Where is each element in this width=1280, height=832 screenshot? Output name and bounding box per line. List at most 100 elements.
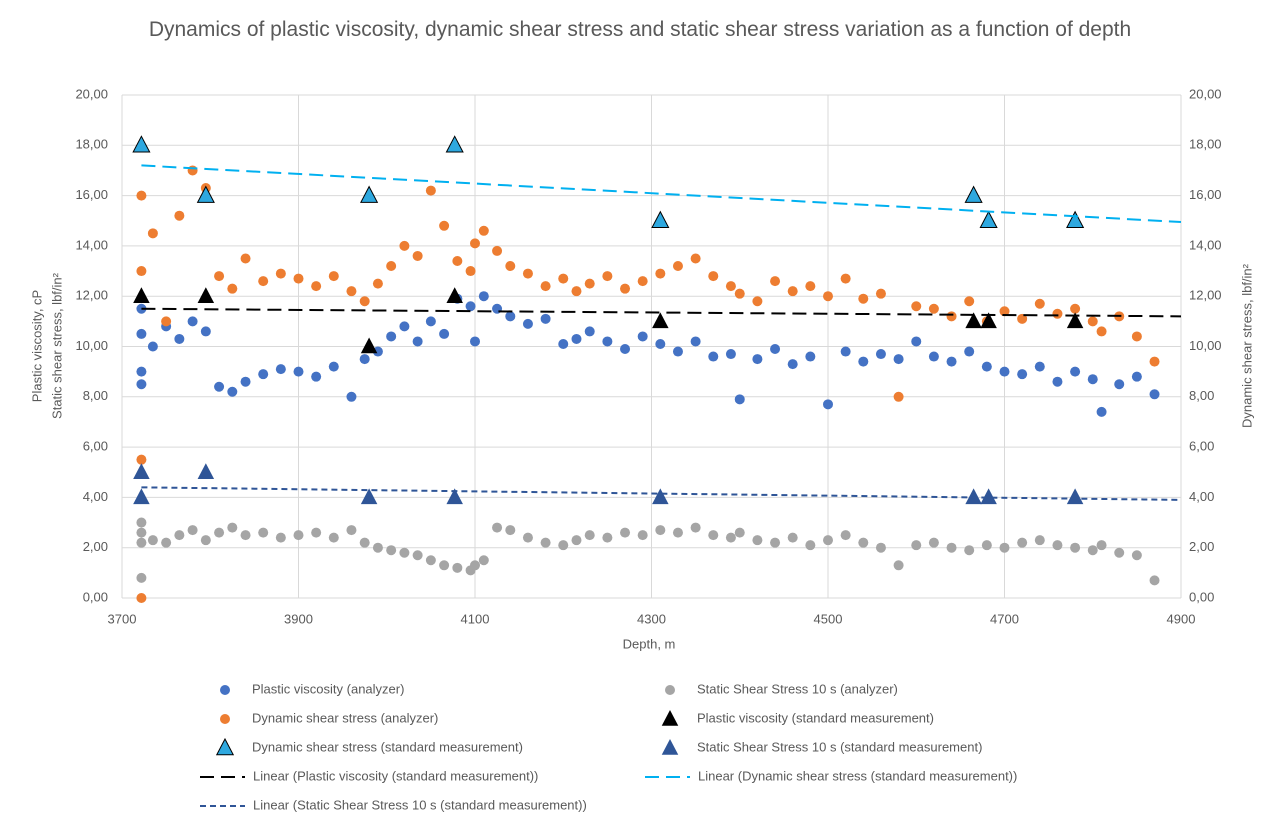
point	[412, 550, 423, 561]
legend-label: Dynamic shear stress (standard measureme…	[252, 739, 523, 754]
chart-title: Dynamics of plastic viscosity, dynamic s…	[148, 18, 1132, 41]
point	[770, 276, 781, 287]
point	[672, 527, 683, 538]
point	[946, 356, 957, 367]
point	[1114, 547, 1125, 558]
point	[346, 286, 357, 297]
point	[708, 271, 719, 282]
y2-tick-label: 4,00	[1189, 489, 1214, 504]
legend-label: Linear (Dynamic shear stress (standard m…	[698, 768, 1017, 783]
point	[637, 530, 648, 541]
point	[258, 369, 269, 380]
point	[386, 545, 397, 556]
point	[1034, 298, 1045, 309]
point	[1114, 379, 1125, 390]
point	[161, 316, 172, 327]
point	[346, 391, 357, 402]
point	[672, 346, 683, 357]
point	[1087, 374, 1098, 385]
point	[328, 532, 339, 543]
point	[147, 535, 158, 546]
point	[1096, 540, 1107, 551]
point	[893, 391, 904, 402]
point	[571, 535, 582, 546]
series	[133, 287, 1084, 354]
point	[981, 540, 992, 551]
point	[505, 311, 516, 322]
point	[858, 356, 869, 367]
x-tick-label: 4100	[461, 611, 490, 626]
point	[558, 540, 569, 551]
point	[690, 253, 701, 264]
point	[655, 268, 666, 279]
point	[470, 560, 480, 571]
y2-tick-label: 18,00	[1189, 137, 1222, 152]
y-tick-label: 10,00	[75, 338, 108, 353]
triangle-marker	[979, 210, 998, 228]
point	[136, 527, 147, 538]
series	[133, 463, 1084, 505]
point	[359, 354, 370, 365]
point	[439, 328, 450, 339]
point	[200, 326, 211, 337]
point	[311, 371, 322, 382]
triangle-marker	[651, 210, 670, 228]
y-tick-label: 0,00	[83, 589, 108, 604]
triangle-marker	[652, 312, 669, 329]
point	[161, 537, 172, 548]
point	[672, 261, 683, 272]
point	[928, 351, 939, 362]
point	[540, 537, 551, 548]
point	[147, 228, 158, 239]
y2-tick-label: 14,00	[1189, 237, 1222, 252]
triangle-marker	[964, 185, 983, 203]
point	[823, 291, 833, 302]
x-axis-title: Depth, m	[623, 636, 676, 651]
point	[571, 286, 582, 297]
point	[823, 399, 833, 410]
point	[1149, 356, 1160, 367]
triangle-marker	[965, 488, 982, 505]
point	[752, 354, 763, 365]
point	[293, 273, 304, 284]
point	[1070, 366, 1081, 377]
point	[602, 336, 613, 347]
point	[584, 530, 595, 541]
triangle-marker	[133, 287, 150, 303]
point	[412, 336, 423, 347]
point	[1096, 326, 1107, 337]
y2-tick-label: 8,00	[1189, 388, 1214, 403]
x-tick-label: 4300	[637, 611, 666, 626]
point	[136, 593, 147, 603]
point	[136, 190, 147, 201]
triangle-marker	[360, 488, 378, 505]
triangle-marker	[980, 312, 997, 329]
point	[412, 250, 423, 261]
point	[258, 276, 269, 287]
point	[311, 527, 322, 538]
legend-label: Plastic viscosity (standard measurement)	[697, 710, 934, 725]
series	[136, 517, 1160, 586]
point	[174, 210, 185, 221]
point	[1149, 575, 1160, 586]
point	[840, 273, 851, 284]
point	[399, 240, 410, 251]
trendline	[141, 164, 1182, 224]
point	[558, 273, 569, 284]
legend-swatch	[665, 685, 675, 695]
point	[1087, 545, 1098, 556]
point	[1131, 331, 1142, 342]
point	[637, 276, 648, 287]
point	[136, 266, 147, 277]
triangle-marker	[133, 488, 150, 505]
point	[875, 542, 886, 553]
point	[214, 381, 225, 392]
triangle-marker	[360, 185, 379, 203]
point	[359, 296, 370, 307]
point	[505, 525, 516, 536]
point	[946, 311, 957, 322]
point	[214, 527, 225, 538]
point	[690, 522, 701, 533]
point	[522, 318, 533, 329]
